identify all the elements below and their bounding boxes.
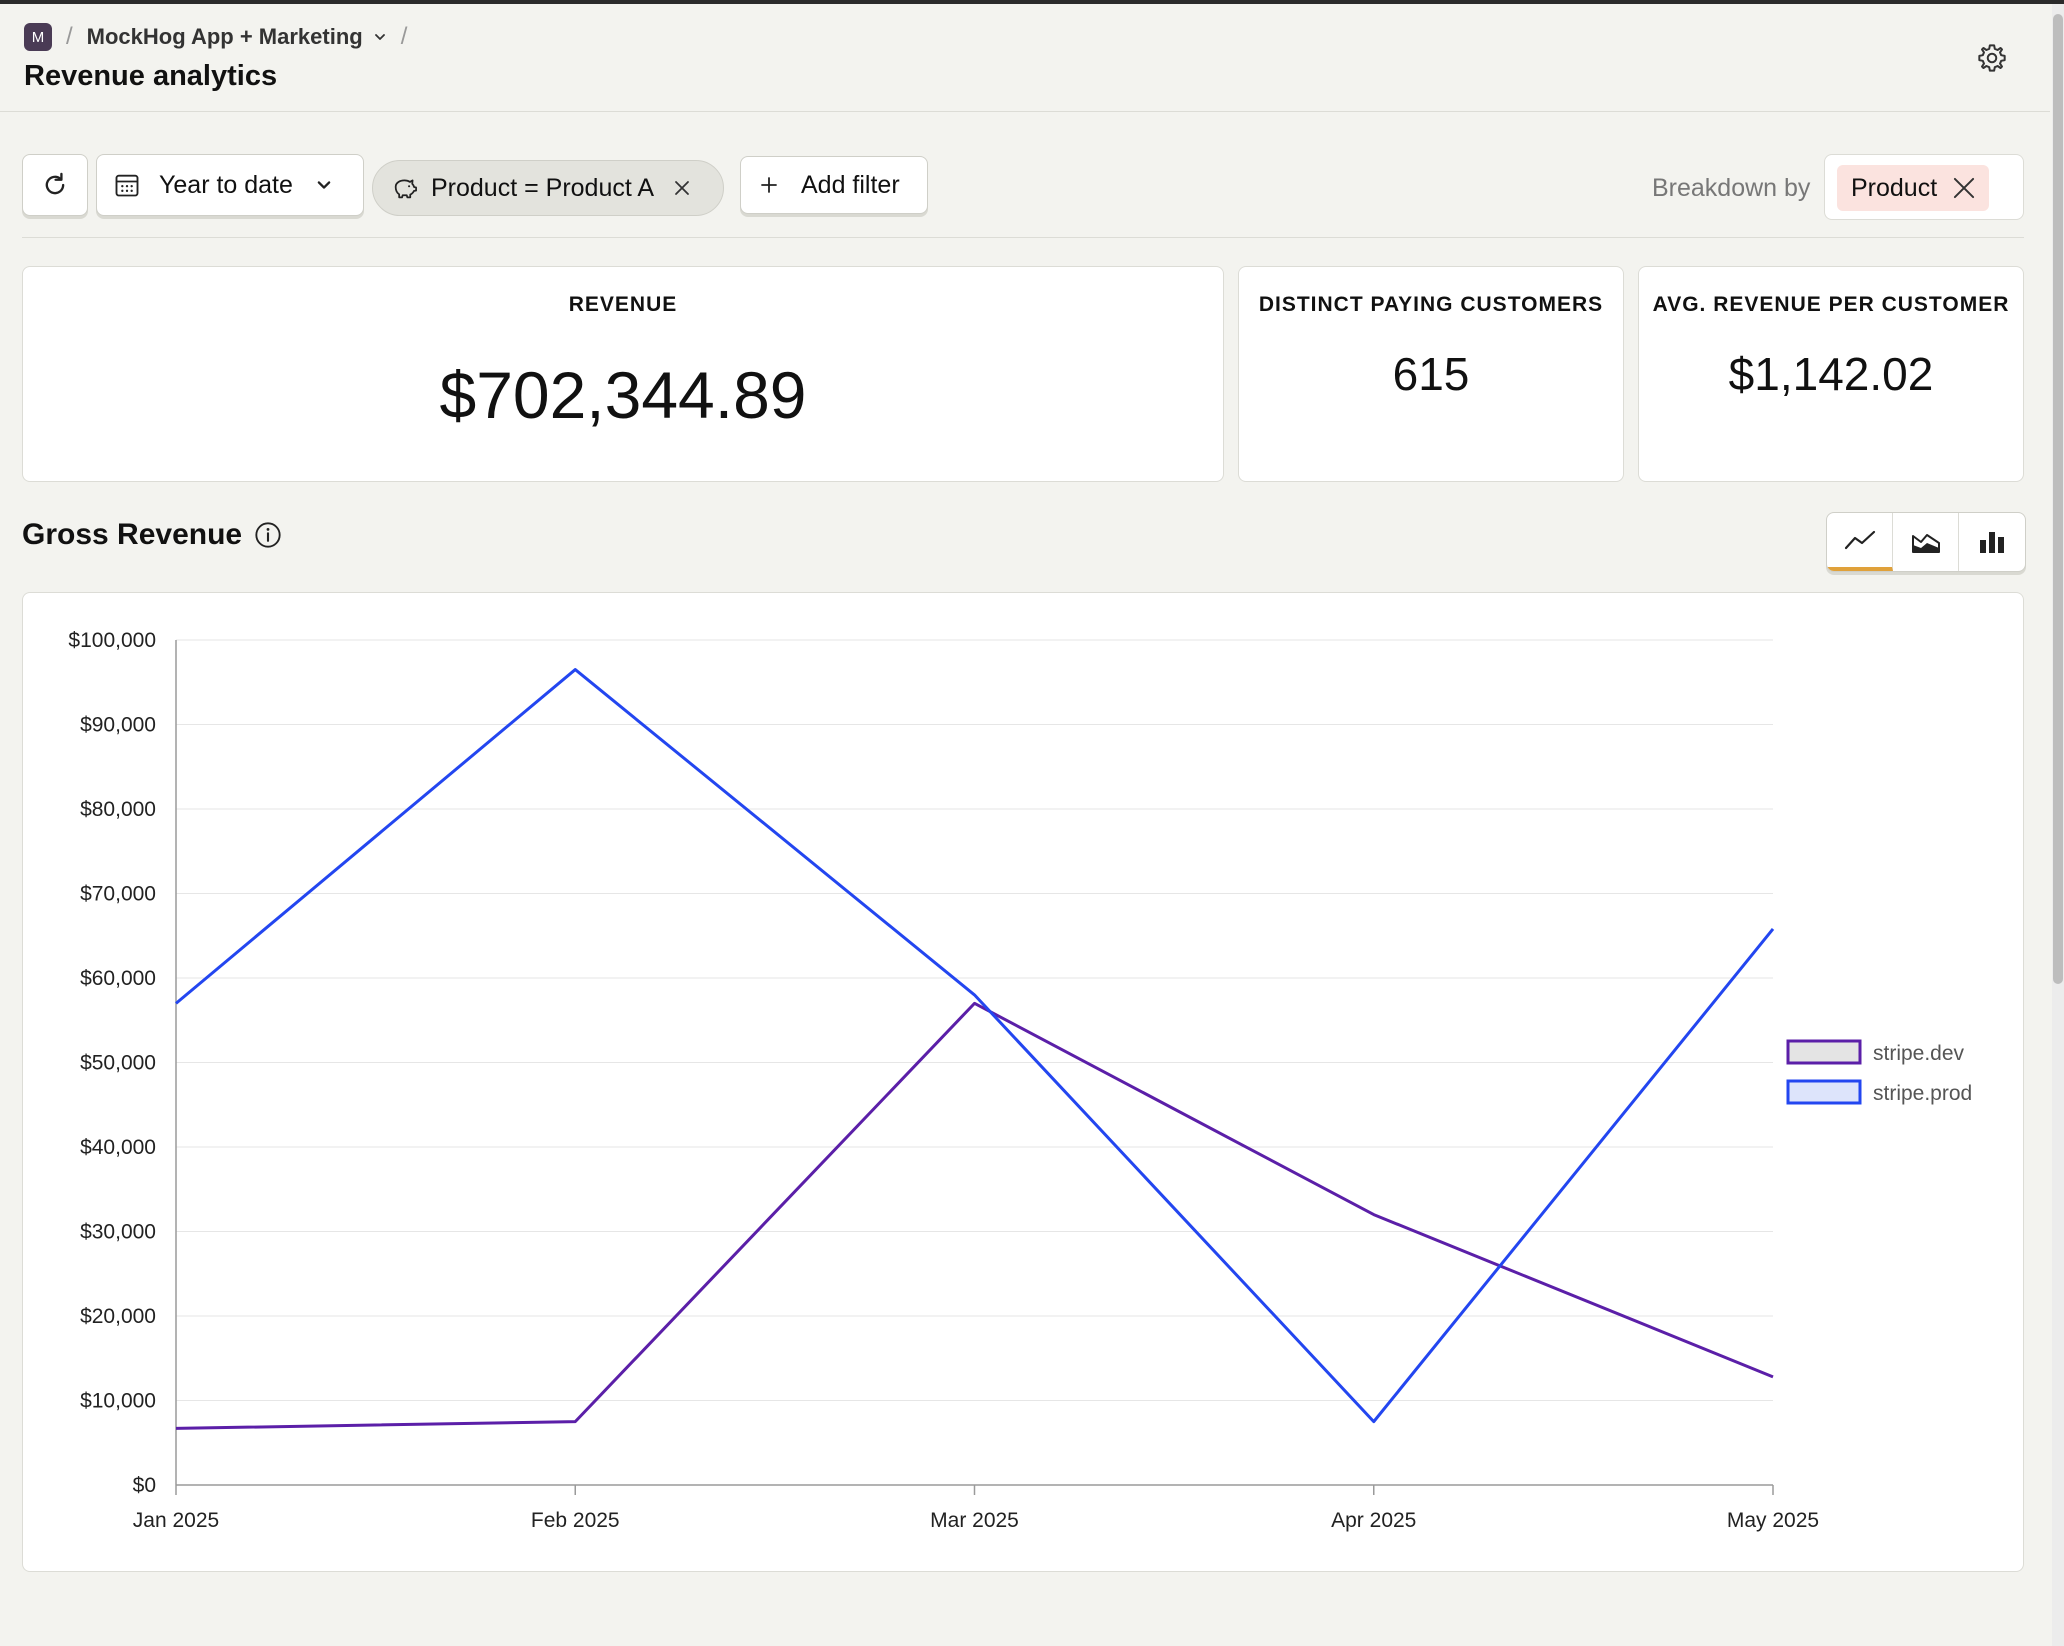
calendar-icon [115, 174, 139, 197]
breadcrumb-separator: / [400, 23, 408, 50]
gear-icon [1978, 44, 2006, 72]
y-tick-label: $40,000 [80, 1136, 156, 1159]
chart-type-toggle [1826, 512, 2026, 572]
breadcrumb: M / MockHog App + Marketing / [24, 20, 421, 54]
piggy-bank-icon [394, 179, 417, 199]
series-line-stripe-prod [175, 668, 1775, 1424]
card-value: $702,344.89 [439, 358, 807, 432]
line-chart-icon [1844, 530, 1875, 550]
refresh-button[interactable] [22, 154, 88, 216]
date-range-select[interactable]: Year to date [96, 154, 364, 216]
y-tick-label: $0 [133, 1474, 156, 1497]
add-filter-label: Add filter [801, 170, 900, 199]
refresh-icon [45, 172, 65, 195]
filter-label: Product = Product A [431, 173, 655, 202]
line-chart-option[interactable] [1827, 513, 1893, 571]
settings-button[interactable] [1974, 40, 2010, 76]
area-chart-icon [1911, 534, 1940, 553]
filter-bar: Year to date Product = Product A Add fil… [22, 152, 2024, 238]
chevron-down-icon [374, 34, 385, 40]
project-switcher[interactable]: MockHog App + Marketing [87, 24, 387, 50]
plus-icon [761, 177, 777, 193]
scrollbar-thumb[interactable] [2053, 14, 2063, 984]
x-tick-label: May 2025 [1727, 1509, 1819, 1532]
y-tick-label: $20,000 [80, 1305, 156, 1328]
section-title: Gross Revenue [22, 518, 282, 552]
info-icon[interactable] [254, 521, 282, 549]
legend-swatch [1786, 1039, 1862, 1065]
page-header: M / MockHog App + Marketing / Revenue an… [0, 4, 2050, 112]
product-filter-chip[interactable]: Product = Product A [372, 160, 724, 216]
breakdown-select[interactable]: Product [1824, 154, 2024, 220]
gross-revenue-chart: $0 $10,000 $20,000 $30,000 $40,000 $50,000 $60… [22, 592, 2024, 1572]
x-tick-label: Mar 2025 [930, 1509, 1019, 1532]
y-tick-label: $80,000 [80, 798, 156, 821]
y-tick-label: $10,000 [80, 1390, 156, 1413]
revenue-card: REVENUE $702,344.89 [22, 266, 1224, 482]
project-name: MockHog App + Marketing [86, 24, 363, 49]
legend-label: stripe.dev [1873, 1042, 1965, 1065]
legend-label: stripe.prod [1873, 1082, 1972, 1105]
card-value: 615 [1392, 348, 1470, 400]
card-title: REVENUE [568, 293, 678, 316]
window-top-border [0, 0, 2064, 4]
scrollbar-track[interactable] [2052, 4, 2064, 1646]
chevron-down-icon [317, 181, 331, 189]
y-tick-label: $50,000 [80, 1052, 156, 1075]
avg-revenue-card: AVG. REVENUE PER CUSTOMER $1,142.02 [1638, 266, 2024, 482]
breakdown-chip[interactable]: Product [1837, 165, 1989, 211]
card-title: DISTINCT PAYING CUSTOMERS [1258, 293, 1604, 316]
distinct-customers-card: DISTINCT PAYING CUSTOMERS 615 [1238, 266, 1624, 482]
project-avatar[interactable]: M [24, 23, 52, 51]
card-title: AVG. REVENUE PER CUSTOMER [1652, 293, 2010, 316]
y-tick-label: $70,000 [80, 883, 156, 906]
line-chart: $0 $10,000 $20,000 $30,000 $40,000 $50,000 $60… [68, 629, 1972, 1532]
page-title: Revenue analytics [24, 60, 278, 92]
bar-chart-icon [1980, 532, 2004, 553]
add-filter-button[interactable]: Add filter [740, 156, 928, 214]
y-tick-label: $30,000 [80, 1221, 156, 1244]
card-value: $1,142.02 [1728, 348, 1934, 400]
legend-swatch [1786, 1079, 1862, 1105]
close-icon[interactable] [1951, 175, 1977, 201]
x-tick-label: Feb 2025 [531, 1509, 620, 1532]
y-tick-label: $100,000 [68, 629, 156, 652]
series-line-stripe-dev [175, 1001, 1774, 1430]
area-chart-option[interactable] [1893, 513, 1959, 571]
y-tick-label: $60,000 [80, 967, 156, 990]
close-icon[interactable] [672, 178, 692, 198]
breakdown-value: Product [1851, 173, 1938, 202]
y-tick-label: $90,000 [80, 714, 156, 737]
date-range-label: Year to date [159, 170, 293, 199]
breadcrumb-separator: / [66, 23, 73, 50]
breakdown-label: Breakdown by [1652, 174, 1811, 202]
section-title-text: Gross Revenue [22, 518, 243, 551]
x-tick-label: Jan 2025 [133, 1509, 219, 1532]
bar-chart-option[interactable] [1959, 513, 2025, 571]
x-tick-label: Apr 2025 [1331, 1509, 1416, 1532]
